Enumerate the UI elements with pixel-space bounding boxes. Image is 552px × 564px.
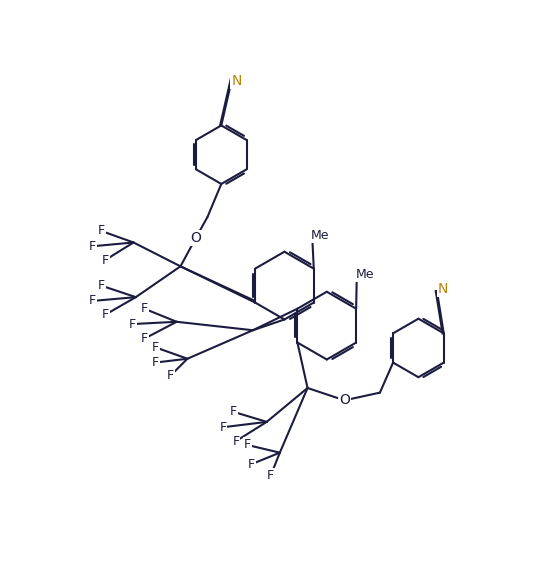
Text: O: O <box>190 231 201 245</box>
Text: F: F <box>151 356 158 369</box>
Text: F: F <box>267 469 274 482</box>
Text: F: F <box>129 318 136 331</box>
Text: N: N <box>231 74 242 88</box>
Text: O: O <box>339 393 350 407</box>
Text: N: N <box>438 281 448 296</box>
Text: Me: Me <box>311 229 329 242</box>
Text: F: F <box>98 279 105 292</box>
Text: Me: Me <box>355 267 374 280</box>
Text: F: F <box>141 332 148 345</box>
Text: F: F <box>248 458 255 471</box>
Text: F: F <box>219 421 226 434</box>
Text: F: F <box>102 309 109 321</box>
Text: F: F <box>232 435 240 448</box>
Text: F: F <box>151 341 158 354</box>
Text: F: F <box>88 294 95 307</box>
Text: F: F <box>244 438 251 451</box>
Text: F: F <box>102 254 109 267</box>
Text: F: F <box>141 302 148 315</box>
Text: F: F <box>167 369 174 382</box>
Text: F: F <box>98 224 105 237</box>
Text: F: F <box>230 406 237 418</box>
Text: F: F <box>88 240 95 253</box>
